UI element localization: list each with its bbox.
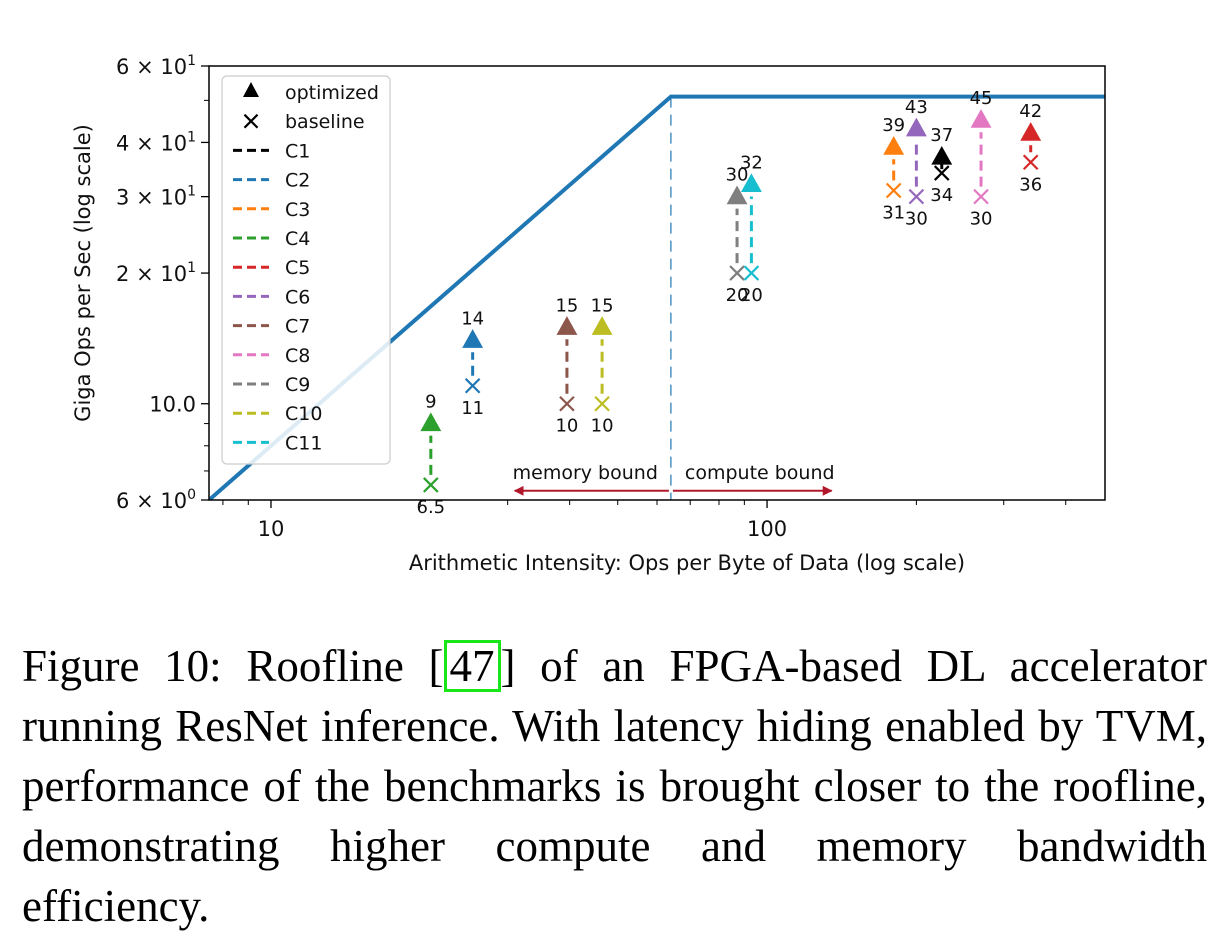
- y-tick-label: 6 × 100: [116, 487, 196, 513]
- series-c9-baseline-marker-stroke-b: [729, 265, 745, 281]
- series-c8-baseline-marker-stroke-b: [973, 188, 989, 205]
- series-c9-baseline-label: 20: [726, 285, 749, 306]
- series-c11-optimized-marker: [740, 173, 762, 193]
- legend: optimized baseline C1 C2 C3 C4 C5 C6 C7 C8 C9 C10 C1…: [221, 75, 391, 465]
- caption-suffix: ] of an FPGA-based DL accelerator runnin…: [22, 641, 1207, 931]
- caption-prefix: Figure 10: Roofline [: [22, 641, 444, 691]
- compute-bound-label: compute bound: [685, 462, 835, 484]
- legend-triangle-icon: [243, 82, 259, 97]
- series-c4-baseline-label: 6.5: [417, 497, 446, 518]
- legend-entry-c6: C6: [285, 286, 310, 308]
- series-c5-baseline-marker: [1022, 154, 1039, 171]
- legend-entry-c7: C7: [285, 316, 310, 338]
- citation-link[interactable]: 47: [443, 640, 501, 692]
- series-c5-baseline-marker-stroke-b: [1022, 154, 1039, 171]
- y-tick-label: 3 × 101: [116, 184, 196, 210]
- x-axis-title: Arithmetic Intensity: Ops per Byte of Da…: [409, 551, 965, 575]
- legend-entry-c5: C5: [285, 257, 310, 279]
- series-c6-optimized-marker: [905, 117, 927, 137]
- series-c8-baseline-marker: [973, 188, 989, 205]
- series-c9-optimized-marker: [726, 185, 748, 205]
- legend-entry-c8: C8: [285, 345, 310, 367]
- legend-entry-c2: C2: [285, 170, 310, 192]
- legend-entry-c1: C1: [285, 140, 310, 162]
- series-c6-optimized-label: 43: [905, 97, 928, 118]
- legend-entry-c10: C10: [285, 403, 322, 425]
- y-axis-title: Giga Ops per Sec (log scale): [71, 124, 95, 422]
- series-c1-baseline-marker-stroke-b: [933, 165, 950, 181]
- figure-caption: Figure 10: Roofline [47] of an FPGA-base…: [22, 636, 1207, 936]
- series-c3-baseline-label: 31: [882, 202, 905, 223]
- legend-entry-c11: C11: [285, 432, 322, 454]
- series-c1-optimized-label: 37: [930, 125, 953, 146]
- series-c6-baseline-marker: [908, 188, 925, 205]
- legend-x-icon-stroke-b: [243, 113, 259, 129]
- series-c3-baseline-marker: [885, 182, 902, 199]
- series-c6-baseline-marker-stroke-b: [908, 188, 925, 205]
- memory-bound-label: memory bound: [513, 462, 658, 484]
- series-c6-baseline-label: 30: [905, 209, 928, 230]
- series-c2-baseline-label: 11: [461, 398, 484, 419]
- series-c2-baseline-marker: [464, 377, 481, 394]
- y-tick-label: 4 × 101: [116, 129, 196, 155]
- legend-entry-c9: C9: [285, 374, 310, 396]
- series-c8-optimized-label: 45: [970, 88, 993, 109]
- series-c3-baseline-marker-stroke-b: [885, 182, 902, 199]
- series-c2-optimized-label: 14: [461, 308, 484, 329]
- series-c4-baseline-marker-stroke-b: [423, 477, 439, 493]
- series-c8-baseline-label: 30: [970, 209, 993, 230]
- series-c8-optimized-marker: [970, 109, 992, 128]
- series-c1-optimized-marker: [931, 145, 953, 165]
- series-c5-optimized-label: 42: [1019, 101, 1042, 122]
- y-tick-label: 10.0: [149, 393, 196, 417]
- series-c3-optimized-label: 39: [882, 115, 905, 136]
- legend-entry-c4: C4: [285, 228, 310, 250]
- series-c10-optimized-label: 15: [591, 295, 614, 316]
- series-c11-baseline-marker: [743, 265, 760, 281]
- legend-entry-optimized: optimized: [285, 82, 379, 104]
- series-c10-baseline-marker-stroke-b: [594, 395, 610, 412]
- series-c1-baseline-label: 34: [930, 185, 953, 206]
- series-c1-baseline-marker: [933, 165, 950, 181]
- series-c10-baseline-label: 10: [591, 416, 614, 437]
- series-c9-baseline-marker: [729, 265, 745, 281]
- legend-entry-c3: C3: [285, 199, 310, 221]
- series-c11-baseline-marker-stroke-b: [743, 265, 760, 281]
- x-tick-label: 10: [258, 517, 285, 541]
- series-c9-optimized-label: 30: [726, 165, 749, 186]
- series-c5-baseline-label: 36: [1019, 174, 1042, 195]
- x-tick-label: 100: [747, 517, 787, 541]
- series-c7-baseline-marker-stroke-b: [559, 395, 575, 412]
- series-c4-optimized-label: 9: [425, 392, 436, 413]
- series-c11-optimized-label: 32: [740, 152, 763, 173]
- series-c4-optimized-marker: [420, 412, 442, 432]
- series-c2-optimized-marker: [462, 329, 484, 348]
- y-tick-label: 2 × 101: [116, 260, 196, 286]
- roofline-chart: memory bound compute bound 37 34 14 11 39 31 9 6.…: [71, 53, 1106, 575]
- series-c10-optimized-marker: [591, 316, 613, 335]
- series-c2-baseline-marker-stroke-b: [464, 377, 481, 394]
- series-c7-baseline-label: 10: [555, 416, 578, 437]
- series-c7-optimized-marker: [556, 316, 578, 335]
- series-c5-optimized-marker: [1020, 122, 1042, 141]
- legend-box: [221, 75, 391, 465]
- series-c4-baseline-marker: [423, 477, 439, 493]
- legend-x-icon: [243, 113, 259, 129]
- roofline-figure: memory bound compute bound 37 34 14 11 39 31 9 6.…: [71, 53, 1106, 575]
- series-c7-baseline-marker: [559, 395, 575, 412]
- legend-entry-baseline: baseline: [285, 111, 365, 133]
- y-tick-label: 6 × 101: [116, 53, 196, 79]
- series-c11-baseline-label: 20: [740, 285, 763, 306]
- series-c7-optimized-label: 15: [555, 295, 578, 316]
- series-c3-optimized-marker: [883, 136, 905, 155]
- series-c10-baseline-marker: [594, 395, 610, 412]
